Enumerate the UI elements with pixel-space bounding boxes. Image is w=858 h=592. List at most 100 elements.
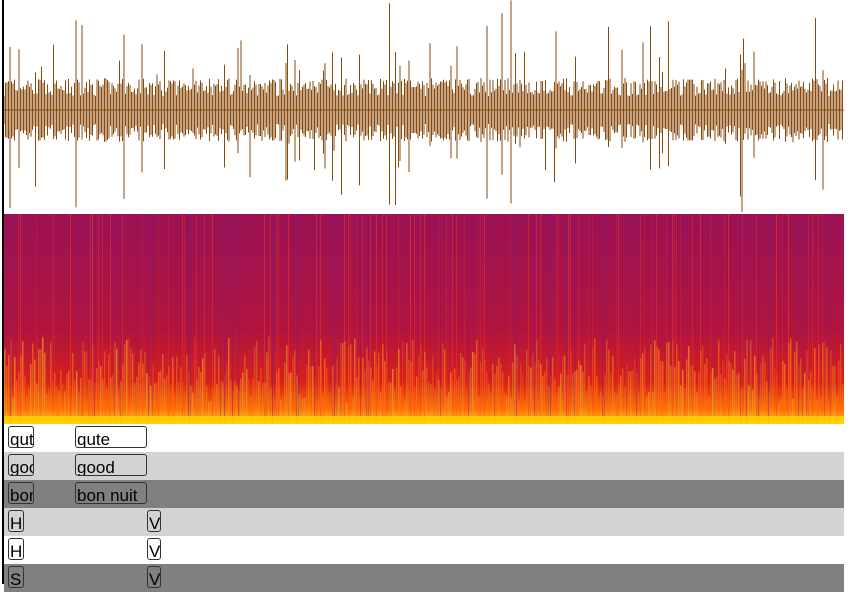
spectrogram-energy (292, 356, 294, 419)
right-margin (844, 0, 858, 584)
spectrogram-energy (544, 371, 546, 421)
spectrogram-streak (270, 214, 271, 424)
annotation-tier-1[interactable]: qut qute (4, 424, 844, 452)
spectrogram-energy (494, 373, 496, 424)
spectrogram-energy (834, 365, 836, 423)
spectrogram-energy (42, 337, 44, 416)
annotation-tier-4[interactable]: H V (4, 508, 844, 536)
spectrogram-energy (706, 358, 708, 419)
spectrogram-energy (484, 359, 486, 419)
spectrogram-energy (530, 367, 532, 419)
annotation-tier-3[interactable]: bon bon nuit (4, 480, 844, 508)
left-edge-line (2, 0, 4, 584)
spectrogram-energy (314, 378, 316, 415)
spectrogram-energy (174, 393, 176, 417)
annotation-tier-2[interactable]: goo good (4, 452, 844, 480)
spectrogram-energy (328, 392, 330, 424)
spectrogram-energy (426, 367, 428, 423)
spectrogram-energy (632, 369, 634, 424)
spectrogram-energy (152, 363, 154, 416)
spectrogram-energy (316, 400, 318, 421)
spectrogram-energy (166, 375, 168, 422)
waveform-display[interactable] (4, 0, 844, 214)
annotation-tier-5[interactable]: H V (4, 536, 844, 564)
spectrogram-energy (798, 364, 800, 423)
spectrogram-energy (88, 378, 90, 422)
spectrogram-energy (702, 345, 704, 423)
tier-4-segment-2[interactable]: V (147, 510, 161, 532)
tier-2-segment-1[interactable]: goo (8, 454, 34, 476)
tier-2-segment-2[interactable]: good (75, 454, 147, 476)
spectrogram-energy (556, 393, 558, 421)
spectrogram-energy (812, 388, 814, 417)
spectrogram-streak (340, 214, 341, 424)
spectrogram-energy (572, 373, 574, 415)
spectrogram-display[interactable] (4, 214, 844, 424)
spectrogram-energy (458, 376, 460, 422)
tier-6-segment-2[interactable]: V (147, 566, 161, 588)
tier-3-segment-1[interactable]: bon (8, 482, 34, 504)
spectrogram-energy (570, 350, 572, 418)
spectrogram-energy (532, 353, 534, 420)
spectrogram-energy (454, 368, 456, 420)
tier-1-segment-1[interactable]: qut (8, 426, 34, 448)
spectrogram-energy (524, 400, 526, 424)
tier-6-segment-1[interactable]: S (8, 566, 24, 588)
spectrogram-energy (346, 402, 348, 424)
spectrogram-streak (18, 214, 19, 424)
spectrogram-streak (220, 214, 221, 424)
spectrogram-energy (352, 395, 354, 416)
spectrogram-streak (332, 214, 333, 424)
tier-5-segment-1[interactable]: H (8, 538, 24, 560)
spectrogram-streak (382, 214, 383, 424)
spectrogram-energy (824, 340, 826, 417)
spectrogram-energy (492, 364, 494, 418)
spectrogram-energy (634, 358, 636, 423)
spectrogram-energy (256, 340, 258, 417)
spectrogram-energy (22, 341, 24, 418)
spectrogram-energy (218, 355, 220, 415)
spectrogram-energy (276, 371, 278, 417)
spectrogram-energy (52, 379, 54, 418)
tier-4-segment-1[interactable]: H (8, 510, 24, 532)
spectrogram-energy (384, 361, 386, 421)
spectrogram-energy (204, 353, 206, 421)
spectrogram-energy (168, 366, 170, 418)
spectrogram-energy (654, 340, 656, 416)
spectrogram-energy (672, 341, 674, 417)
spectrogram-energy (500, 364, 502, 423)
spectrogram-energy (40, 348, 42, 421)
spectrogram-energy (68, 371, 70, 421)
spectrogram-streak (296, 214, 297, 424)
tier-5-segment-2[interactable]: V (147, 538, 161, 560)
spectrogram-energy (826, 347, 828, 419)
spectrogram-energy (138, 362, 140, 424)
spectrogram-streak (516, 214, 517, 424)
spectrogram-streak (110, 214, 111, 424)
spectrogram-energy (338, 387, 340, 415)
spectrogram-energy (678, 361, 680, 418)
spectrogram-streak (20, 214, 21, 424)
spectrogram-energy (582, 371, 584, 416)
spectrogram-streak (376, 214, 377, 424)
spectrogram-streak (90, 214, 91, 424)
spectrogram-streak (674, 214, 675, 424)
spectrogram-energy (50, 342, 52, 417)
spectrogram-streak (188, 214, 189, 424)
spectrogram-streak (626, 214, 627, 424)
tier-1-segment-2[interactable]: qute (75, 426, 147, 448)
spectrogram-energy (592, 347, 594, 416)
spectrogram-floor (4, 416, 844, 424)
spectrogram-energy (476, 340, 478, 415)
spectrogram-energy (356, 377, 358, 421)
annotation-tier-6[interactable]: S V (4, 564, 844, 592)
spectrogram-energy (550, 375, 552, 416)
spectrogram-energy (568, 374, 570, 415)
spectrogram-streak (224, 214, 225, 424)
spectrogram-energy (26, 394, 28, 420)
spectrogram-energy (774, 367, 776, 424)
spectrogram-streak (566, 214, 567, 424)
tier-3-segment-2[interactable]: bon nuit (75, 482, 147, 504)
spectrogram-energy (832, 365, 834, 415)
spectrogram-energy (114, 341, 116, 416)
